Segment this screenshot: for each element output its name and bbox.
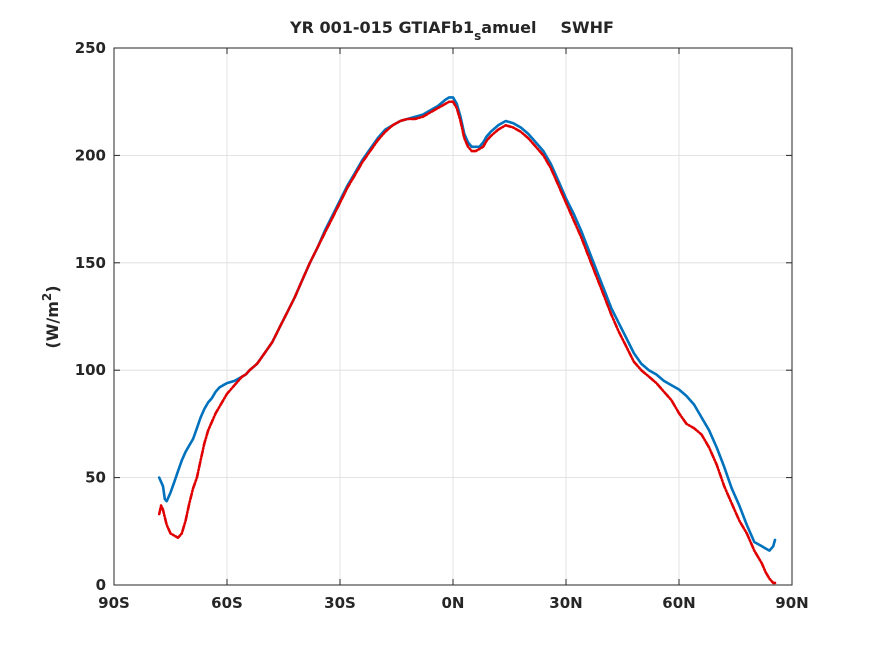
x-tick-label: 60N — [662, 594, 695, 612]
x-tick-labels: 90S 60S 30S 0N 30N 60N 90N — [98, 594, 809, 612]
y-tick-labels: 0 50 100 150 200 250 — [75, 39, 106, 594]
tick-marks — [113, 47, 793, 586]
chart-title-main: YR 001-015 GTIAFb1 — [289, 18, 474, 37]
chart-title-rest: amuel — [481, 18, 536, 37]
x-tick-label: 60S — [211, 594, 243, 612]
x-tick-label: 0N — [442, 594, 465, 612]
y-tick-label: 50 — [85, 469, 106, 487]
series-line-2 — [157, 100, 777, 585]
chart-title-sub: s — [474, 29, 481, 43]
y-tick-label: 100 — [75, 361, 106, 379]
y-tick-label: 250 — [75, 39, 106, 57]
series-lines — [157, 96, 777, 585]
y-axis-label-sup: 2 — [40, 293, 54, 301]
y-axis-label-close: ) — [43, 285, 62, 292]
x-tick-label: 30N — [549, 594, 582, 612]
chart-title-var: SWHF — [560, 18, 614, 37]
grid-lines — [114, 48, 792, 585]
x-tick-label: 90N — [775, 594, 808, 612]
x-tick-label: 90S — [98, 594, 130, 612]
y-tick-label: 150 — [75, 254, 106, 272]
y-axis-label-text: (W/m — [43, 301, 62, 348]
chart-title: YR 001-015 GTIAFb1samuel SWHF — [289, 18, 614, 43]
x-tick-label: 30S — [324, 594, 356, 612]
y-tick-label: 0 — [96, 576, 106, 594]
y-tick-label: 200 — [75, 146, 106, 164]
series-line-1 — [157, 96, 777, 552]
y-axis-label: (W/m2) — [40, 285, 62, 348]
